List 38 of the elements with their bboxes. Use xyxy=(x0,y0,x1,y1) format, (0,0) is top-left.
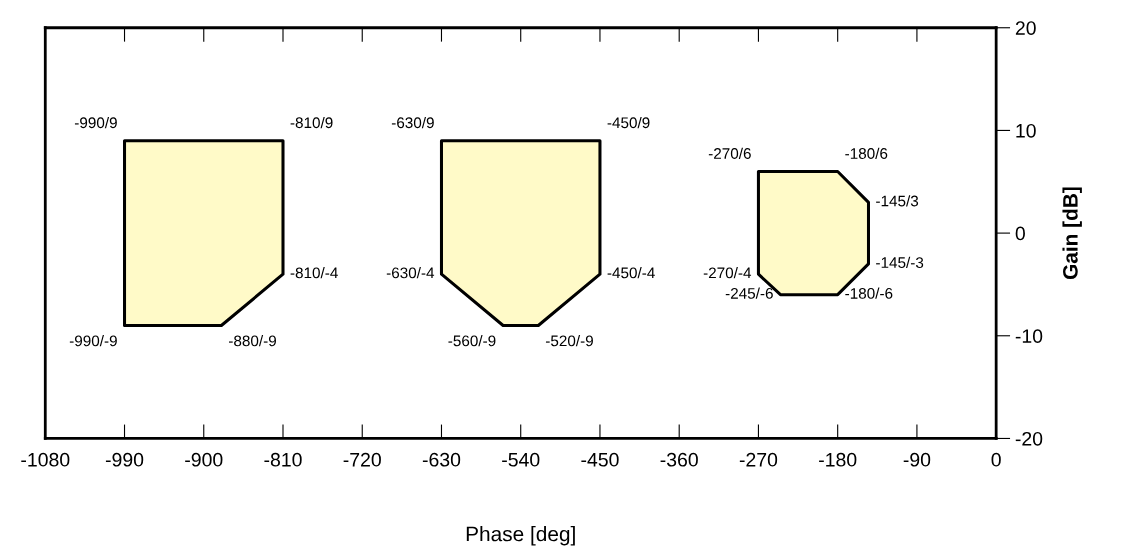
x-tick-label: -540 xyxy=(502,452,540,467)
data-label: -810/9 xyxy=(290,116,333,129)
x-tick-label: -630 xyxy=(422,452,461,467)
data-label: -990/-9 xyxy=(69,335,117,347)
data-label: -180/6 xyxy=(845,147,888,159)
x-tick-label: -990 xyxy=(105,452,144,467)
x-tick-label: -270 xyxy=(739,452,778,467)
data-label: -270/-4 xyxy=(703,267,752,279)
data-label: -145/3 xyxy=(876,195,919,207)
y-tick-label: 0 xyxy=(1015,226,1025,241)
x-tick-label: -720 xyxy=(343,452,381,467)
data-label: -810/-4 xyxy=(290,267,338,279)
y-tick-label: 20 xyxy=(1015,21,1036,35)
data-label: -560/-9 xyxy=(448,335,496,347)
y-tick-label: -10 xyxy=(1015,329,1043,344)
x-tick-label: -180 xyxy=(819,452,857,467)
data-label: -450/9 xyxy=(607,116,650,129)
data-label: -180/-6 xyxy=(845,287,893,299)
x-tick-label: -900 xyxy=(185,452,223,467)
data-label: -270/6 xyxy=(708,147,751,159)
x-tick-label: -90 xyxy=(903,452,931,467)
x-axis-title: Phase [deg] xyxy=(466,526,575,546)
y-tick-label: -20 xyxy=(1015,431,1043,446)
data-label: -145/-3 xyxy=(876,256,924,268)
data-label: -245/-6 xyxy=(725,287,773,299)
data-label: -630/-4 xyxy=(386,267,435,279)
x-tick-label: -360 xyxy=(660,452,698,467)
y-tick-label: 10 xyxy=(1016,123,1036,138)
x-tick-label: 0 xyxy=(991,452,1001,467)
data-label: -990/9 xyxy=(74,116,117,129)
y-axis-title: Gain [dB] xyxy=(1062,187,1082,280)
data-label: -880/-9 xyxy=(228,335,276,347)
data-label: -630/9 xyxy=(391,116,434,129)
x-tick-label: -450 xyxy=(581,452,619,467)
x-tick-label: -1080 xyxy=(21,452,70,467)
x-tick-label: -810 xyxy=(264,452,302,467)
data-label: -520/-9 xyxy=(545,335,593,347)
data-label: -450/-4 xyxy=(607,267,655,279)
